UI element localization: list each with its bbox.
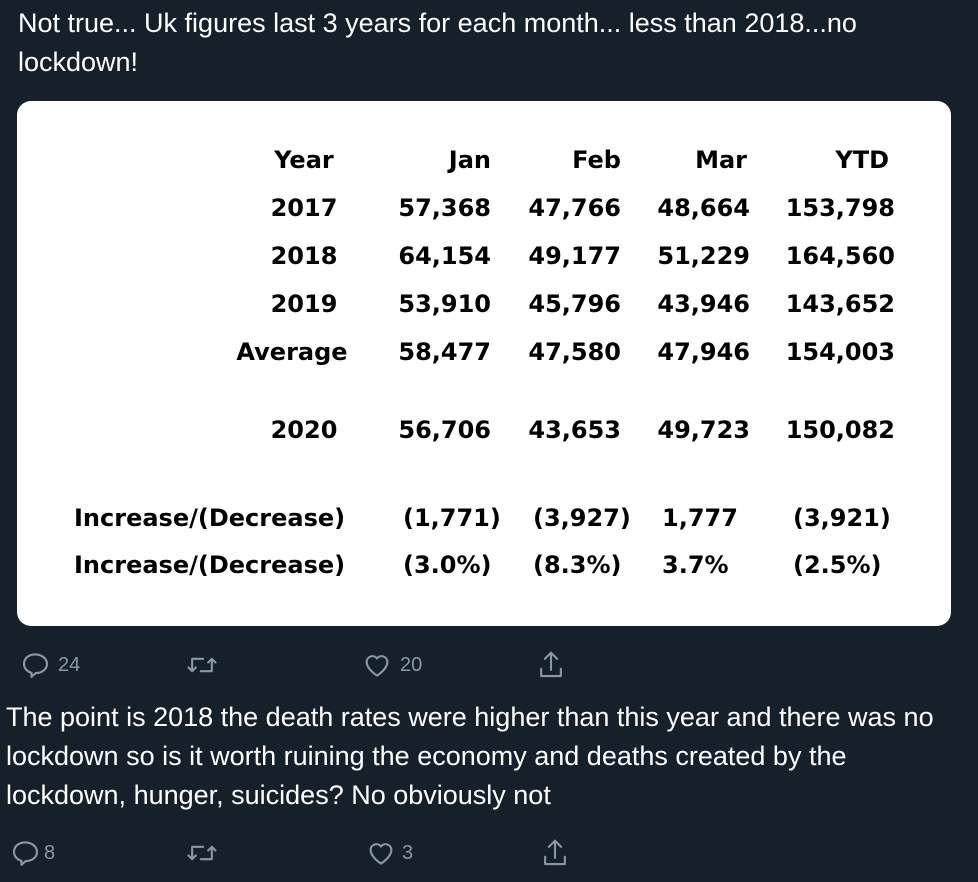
table-cell: 153,798 — [785, 194, 895, 222]
like-button[interactable]: 20 — [362, 648, 422, 682]
table-cell: 154,003 — [785, 338, 895, 366]
table-cell: 47,580 — [528, 338, 621, 366]
table-cell: 51,229 — [657, 242, 750, 270]
like-icon — [366, 838, 396, 868]
table-cell: 47,766 — [528, 194, 621, 222]
retweet-icon — [186, 838, 218, 868]
table-cell: 43,653 — [528, 416, 621, 444]
table-header-jan: Jan — [448, 146, 491, 174]
table-cell: 1,777 — [662, 504, 738, 532]
table-row-label: 2017 — [270, 194, 338, 222]
retweet-button[interactable] — [186, 836, 226, 870]
table-header-year: Year — [274, 146, 334, 174]
share-button[interactable] — [540, 836, 570, 870]
table-header-feb: Feb — [572, 146, 621, 174]
table-cell: (8.3%) — [533, 551, 622, 579]
table-cell: 3.7% — [662, 551, 729, 579]
retweet-button[interactable] — [186, 648, 226, 682]
table-cell: 150,082 — [785, 416, 895, 444]
table-row-label: Average — [236, 338, 348, 366]
table-row-label: 2019 — [270, 290, 338, 318]
table-header-mar: Mar — [695, 146, 747, 174]
reply-button[interactable]: 8 — [10, 836, 55, 870]
tweet-1-action-bar: 24 20 — [0, 648, 978, 682]
table-cell: (3.0%) — [403, 551, 492, 579]
table-cell: 49,177 — [528, 242, 621, 270]
table-cell: 56,706 — [398, 416, 491, 444]
share-button[interactable] — [536, 648, 566, 682]
table-row-label: Increase/(Decrease) — [74, 504, 346, 532]
table-cell: (2.5%) — [793, 551, 882, 579]
reply-button[interactable]: 24 — [20, 648, 80, 682]
like-count: 3 — [402, 841, 414, 864]
like-icon — [362, 650, 392, 680]
table-cell: 64,154 — [398, 242, 491, 270]
table-cell: 53,910 — [398, 290, 491, 318]
table-cell: 164,560 — [785, 242, 895, 270]
reply-count: 24 — [58, 653, 81, 676]
table-cell: (3,921) — [793, 504, 891, 532]
reply-icon — [20, 650, 50, 680]
table-row-label: Increase/(Decrease) — [74, 551, 346, 579]
table-header-ytd: YTD — [835, 146, 889, 174]
like-count: 20 — [400, 653, 423, 676]
table-cell: 143,652 — [785, 290, 895, 318]
tweet-1-image-table[interactable]: Year Jan Feb Mar YTD 2017 57,368 47,766 … — [17, 101, 951, 626]
like-button[interactable]: 3 — [366, 836, 413, 870]
table-cell: (1,771) — [403, 504, 501, 532]
table-cell: 48,664 — [657, 194, 750, 222]
tweet-2-text: The point is 2018 the death rates were h… — [6, 702, 934, 810]
table-cell: 57,368 — [398, 194, 491, 222]
table-cell: 47,946 — [657, 338, 750, 366]
table-row-label: 2018 — [270, 242, 338, 270]
share-icon — [540, 837, 570, 869]
reply-count: 8 — [44, 841, 56, 864]
table-cell: 58,477 — [398, 338, 491, 366]
share-icon — [536, 649, 566, 681]
tweet-2-action-bar: 8 3 — [0, 836, 978, 870]
table-row-label: 2020 — [270, 416, 338, 444]
retweet-icon — [186, 650, 218, 680]
reply-icon — [10, 838, 40, 868]
table-cell: 49,723 — [657, 416, 750, 444]
table-cell: 45,796 — [528, 290, 621, 318]
table-cell: 43,946 — [657, 290, 750, 318]
tweet-1-text: Not true... Uk figures last 3 years for … — [18, 8, 857, 77]
table-cell: (3,927) — [533, 504, 631, 532]
